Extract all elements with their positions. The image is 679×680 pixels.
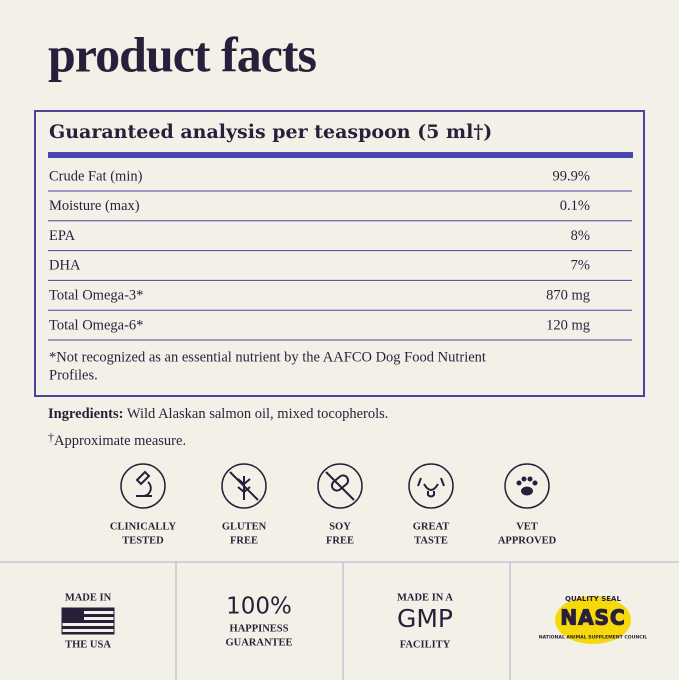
row-label: Moisture (max): [49, 198, 140, 214]
seal-big: NASC: [560, 606, 625, 630]
row-label: Total Omega-6*: [49, 317, 143, 333]
badge-circle: [504, 463, 550, 509]
row-value: 120 mg: [546, 317, 590, 333]
row-label: DHA: [49, 258, 81, 274]
measure-note: †Approximate measure.: [48, 430, 186, 450]
seal-big: GMP: [397, 604, 453, 633]
badge-label: TASTE: [414, 535, 448, 546]
page-title: product facts: [48, 26, 317, 82]
badge-label: CLINICALLY: [110, 521, 177, 532]
paw-icon: [516, 476, 538, 496]
seal-line: GUARANTEE: [225, 637, 292, 648]
badge-label: FREE: [230, 535, 258, 546]
seal-line: MADE IN: [65, 592, 112, 603]
badge-circle: [221, 463, 267, 509]
row-label: EPA: [49, 228, 76, 244]
soy-icon: [330, 474, 350, 492]
facts-heading: Guaranteed analysis per teaspoon (5 ml†): [49, 121, 492, 143]
seal-top: QUALITY SEAL: [565, 595, 621, 603]
badge-circle: [408, 463, 454, 509]
badge-label: GREAT: [413, 521, 450, 532]
heading-bar: [48, 152, 633, 158]
row-value: 8%: [571, 228, 590, 244]
badge-circle: [120, 463, 166, 509]
row-value: 870 mg: [546, 288, 590, 304]
seal-line: HAPPINESS: [230, 623, 289, 634]
seal-big: 100%: [226, 594, 292, 620]
wheat-icon: [237, 476, 251, 500]
facts-box: [34, 110, 645, 397]
seal-line: THE USA: [65, 639, 111, 650]
footnote: Profiles.: [49, 367, 98, 383]
badge-label: APPROVED: [498, 535, 557, 546]
badge-circle: [317, 463, 363, 509]
dog-icon: [417, 477, 445, 498]
badge-label: SOY: [329, 521, 351, 532]
row-value: 99.9%: [553, 168, 590, 184]
badge-label: FREE: [326, 535, 354, 546]
badge-label: GLUTEN: [222, 521, 267, 532]
ingredients-text: Wild Alaskan salmon oil, mixed tocophero…: [127, 406, 389, 422]
nasc-seal: [555, 596, 631, 644]
row-label: Crude Fat (min): [49, 168, 143, 184]
note-text: Approximate measure.: [54, 433, 186, 449]
flag-icon: [61, 607, 115, 635]
row-value: 0.1%: [560, 198, 590, 214]
seal-line: FACILITY: [400, 639, 451, 650]
microscope-icon: [135, 470, 152, 497]
footnote: *Not recognized as an essential nutrient…: [49, 349, 486, 365]
badge-label: VET: [516, 521, 538, 532]
dagger: †: [48, 430, 54, 444]
seal-small: MADE IN A: [397, 592, 453, 603]
ingredients-label: Ingredients:: [48, 406, 123, 422]
ingredients: Ingredients: Wild Alaskan salmon oil, mi…: [48, 406, 388, 422]
slash: [325, 471, 355, 501]
row-label: Total Omega-3*: [49, 288, 143, 304]
row-value: 7%: [571, 258, 590, 274]
icons: [135, 470, 445, 501]
seal-bottom: NATIONAL ANIMAL SUPPLEMENT COUNCIL: [539, 635, 648, 641]
badge-label: TESTED: [122, 535, 164, 546]
